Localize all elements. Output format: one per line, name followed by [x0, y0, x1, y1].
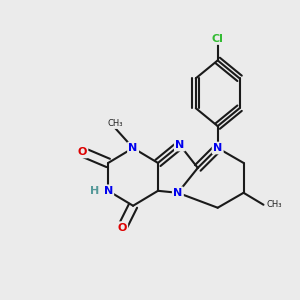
Text: N: N [103, 186, 113, 196]
Text: CH₃: CH₃ [107, 119, 123, 128]
Text: N: N [173, 188, 182, 198]
Text: O: O [117, 223, 127, 232]
Text: N: N [213, 143, 222, 153]
Text: N: N [128, 143, 138, 153]
Text: H: H [90, 186, 99, 196]
Text: Cl: Cl [212, 34, 224, 44]
Text: CH₃: CH₃ [266, 200, 282, 209]
Text: N: N [175, 140, 184, 150]
Text: O: O [78, 147, 87, 157]
